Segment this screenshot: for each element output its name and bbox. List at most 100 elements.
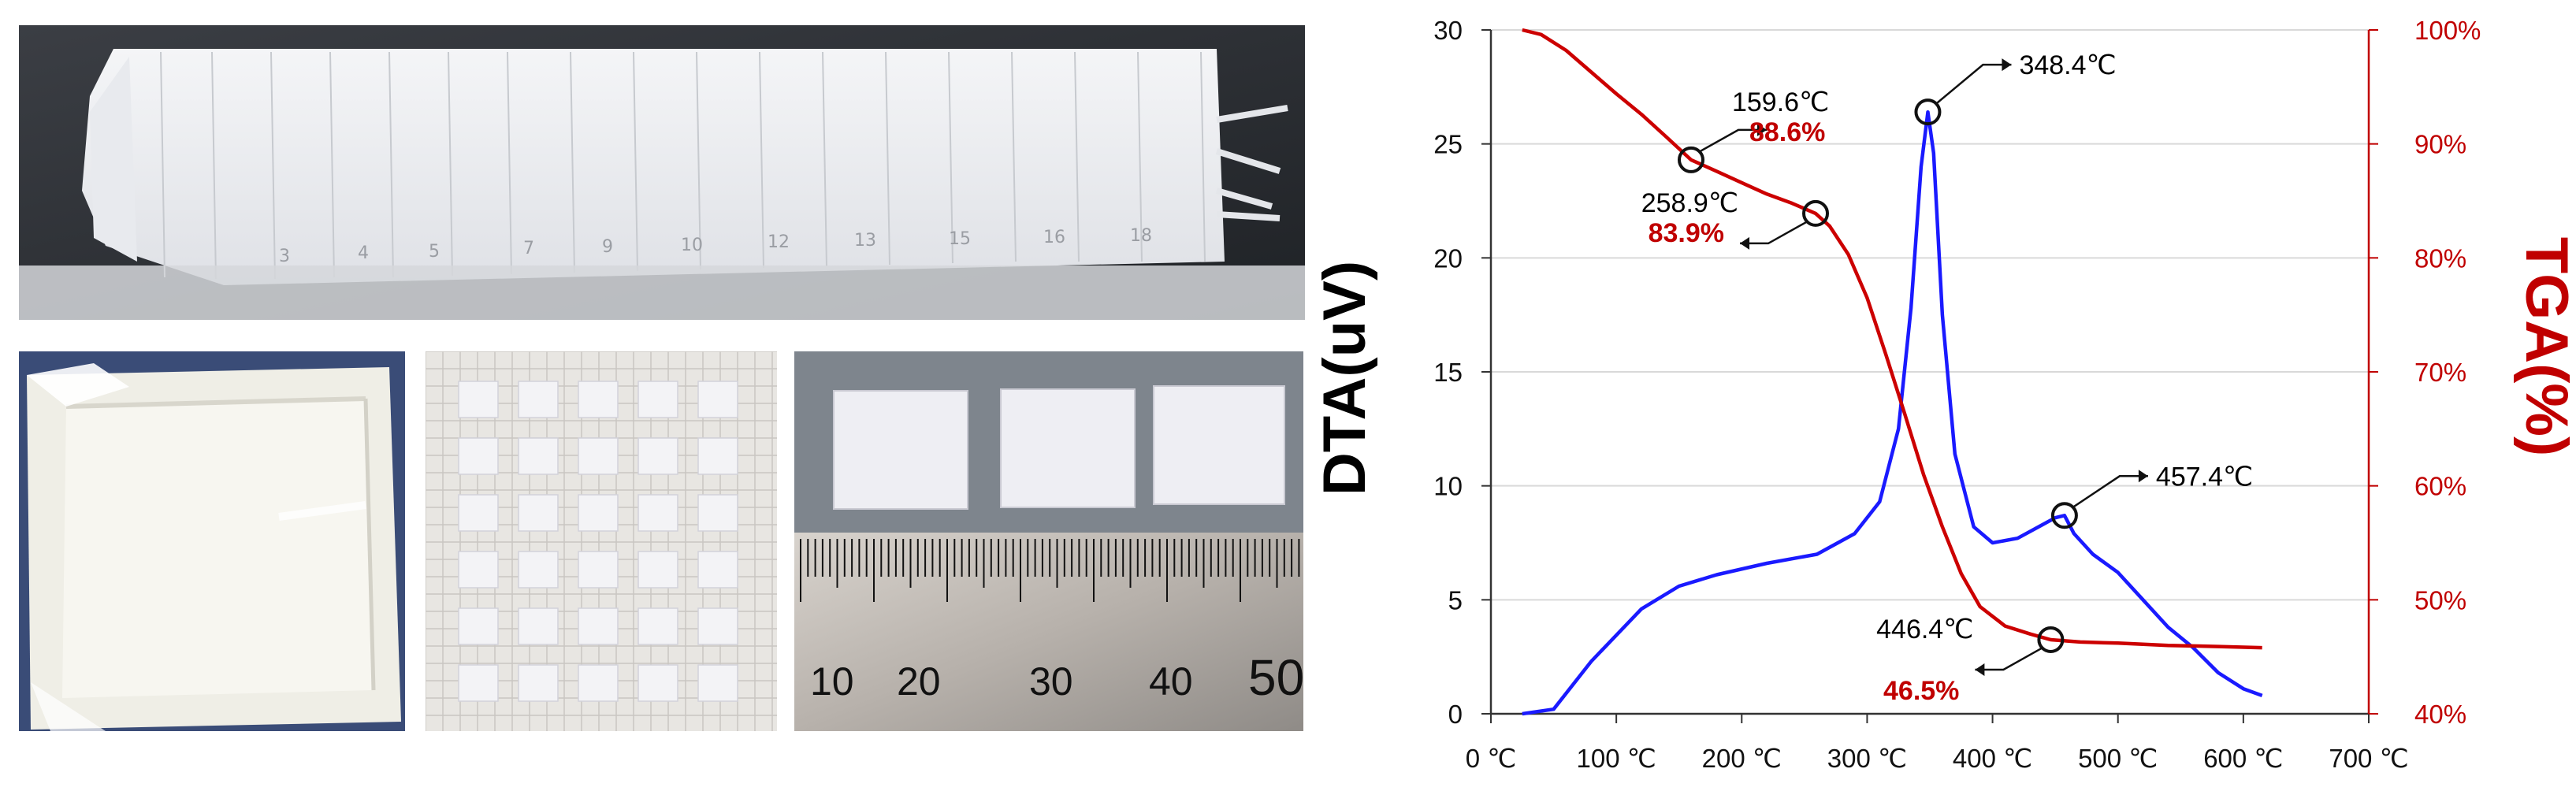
annotation-arrowhead bbox=[1756, 123, 1767, 136]
x-tick-label: 600 ℃ bbox=[2203, 744, 2283, 773]
sample-square-2 bbox=[518, 381, 559, 418]
annotation-leader bbox=[1740, 220, 1808, 245]
photo-samples-ruler: 10 20 30 40 50 bbox=[794, 351, 1303, 731]
ruler-label-10: 10 bbox=[810, 659, 854, 704]
y-tick-label: 15 bbox=[1433, 358, 1463, 387]
sample-square-14 bbox=[637, 494, 678, 532]
annotation-leader bbox=[2072, 475, 2148, 509]
y2-tick-label: 70% bbox=[2414, 358, 2466, 387]
annotation-arrowhead bbox=[1740, 236, 1750, 250]
x-tick-label: 200 ℃ bbox=[1702, 744, 1782, 773]
tga-curve bbox=[1522, 28, 2262, 650]
ceramic-green-tape-strips-photo: 3 4 5 7 9 10 12 13 15 16 18 bbox=[19, 25, 1305, 320]
cut-square-samples-on-grid-photo bbox=[426, 351, 777, 731]
sample-square-23 bbox=[578, 607, 619, 645]
sample-square-6 bbox=[458, 437, 499, 475]
y2-axis-ticks: 40% 50% 60% 70% 80% 90% 100% bbox=[2369, 16, 2481, 729]
annotation-marker bbox=[1677, 146, 1704, 173]
x-tick-label: 700 ℃ bbox=[2329, 744, 2408, 773]
sample-square-13 bbox=[578, 494, 619, 532]
annotation-weight: 88.6% bbox=[1749, 117, 1825, 147]
annotation-temp: 159.6℃ bbox=[1732, 87, 1829, 117]
sample-square-7 bbox=[518, 437, 559, 475]
ruler-label-40: 40 bbox=[1149, 659, 1193, 704]
y-axis-ticks: 0 5 10 15 20 25 30 bbox=[1433, 16, 1491, 729]
annotation-temp: 446.4℃ bbox=[1876, 615, 1973, 644]
sample-square-26 bbox=[458, 664, 499, 702]
svg-text:5: 5 bbox=[429, 242, 440, 262]
annotations: 159.6℃88.6% 258.9℃83.9% 348.4℃ 446.4℃ 46.5% 4… bbox=[1641, 50, 2253, 706]
sample-square-3 bbox=[1153, 385, 1285, 505]
ruler-label-20: 20 bbox=[897, 659, 941, 704]
sample-square-1 bbox=[458, 381, 499, 418]
y2-tick-label: 100% bbox=[2414, 16, 2481, 45]
y-tick-label: 5 bbox=[1448, 585, 1463, 615]
y-tick-label: 10 bbox=[1433, 472, 1463, 501]
square-samples-with-ruler-photo: 10 20 30 40 50 bbox=[794, 351, 1303, 731]
svg-text:18: 18 bbox=[1130, 226, 1152, 246]
y-tick-label: 30 bbox=[1433, 16, 1463, 45]
y2-tick-label: 50% bbox=[2414, 585, 2466, 615]
sample-square-5 bbox=[697, 381, 738, 418]
sample-square-21 bbox=[458, 607, 499, 645]
annotation-leader bbox=[1698, 128, 1767, 154]
y-axis-title: DTA(uV) bbox=[1311, 261, 1378, 496]
ruler-label-30: 30 bbox=[1029, 659, 1073, 704]
laminated-ceramic-sheet-photo bbox=[19, 351, 405, 731]
photo-laminated-sheet bbox=[19, 351, 405, 731]
y2-tick-label: 90% bbox=[2414, 130, 2466, 159]
sample-square-29 bbox=[637, 664, 678, 702]
sample-square-28 bbox=[578, 664, 619, 702]
sample-square-17 bbox=[518, 551, 559, 589]
annotation-weight: 83.9% bbox=[1649, 218, 1724, 248]
y-tick-label: 20 bbox=[1433, 243, 1463, 273]
sample-square-12 bbox=[518, 494, 559, 532]
sample-square-22 bbox=[518, 607, 559, 645]
sample-square-20 bbox=[697, 551, 738, 589]
svg-text:4: 4 bbox=[358, 243, 369, 263]
annotation-marker bbox=[1802, 199, 1830, 227]
y2-tick-label: 60% bbox=[2414, 472, 2466, 501]
dta-tga-chart: 0 ℃ 100 ℃ 200 ℃ 300 ℃ 400 ℃ 500 ℃ 600 ℃ 700 ℃ 0… bbox=[1311, 16, 2576, 773]
x-tick-label: 0 ℃ bbox=[1466, 744, 1517, 773]
photo-tape-strips: 3 4 5 7 9 10 12 13 15 16 18 bbox=[19, 25, 1305, 320]
sample-square-15 bbox=[697, 494, 738, 532]
svg-text:3: 3 bbox=[279, 247, 290, 266]
sample-square-2 bbox=[1000, 388, 1136, 508]
sample-square-30 bbox=[697, 664, 738, 702]
annotation-temp: 348.4℃ bbox=[2019, 50, 2116, 80]
annotation-arrowhead bbox=[2002, 58, 2012, 72]
annotation-marker bbox=[2050, 502, 2078, 529]
sample-square-18 bbox=[578, 551, 619, 589]
sample-square-11 bbox=[458, 494, 499, 532]
svg-text:16: 16 bbox=[1043, 228, 1065, 247]
sample-square-8 bbox=[578, 437, 619, 475]
x-tick-label: 300 ℃ bbox=[1827, 744, 1907, 773]
sample-square-27 bbox=[518, 664, 559, 702]
y2-axis-title: TGA(%) bbox=[2513, 237, 2576, 457]
x-tick-label: 100 ℃ bbox=[1576, 744, 1656, 773]
svg-text:9: 9 bbox=[602, 237, 613, 257]
x-axis-ticks: 0 ℃ 100 ℃ 200 ℃ 300 ℃ 400 ℃ 500 ℃ 600 ℃ 700 ℃ bbox=[1466, 714, 2409, 773]
y2-tick-label: 40% bbox=[2414, 700, 2466, 729]
svg-text:15: 15 bbox=[949, 229, 971, 249]
x-tick-label: 500 ℃ bbox=[2078, 744, 2158, 773]
ruler-label-50: 50 bbox=[1248, 649, 1303, 706]
annotation-marker bbox=[2037, 626, 2065, 653]
sample-square-10 bbox=[697, 437, 738, 475]
sample-square-19 bbox=[637, 551, 678, 589]
svg-text:7: 7 bbox=[523, 239, 534, 258]
sample-square-16 bbox=[458, 551, 499, 589]
annotation-marker bbox=[1914, 98, 1942, 126]
svg-text:10: 10 bbox=[681, 236, 703, 255]
sample-square-1 bbox=[833, 390, 968, 510]
svg-text:13: 13 bbox=[854, 231, 876, 251]
annotation-temp: 457.4℃ bbox=[2156, 462, 2253, 492]
series-lines bbox=[1522, 28, 2263, 716]
y-tick-label: 0 bbox=[1448, 700, 1463, 729]
annotation-leader bbox=[1975, 646, 2044, 671]
sample-square-24 bbox=[637, 607, 678, 645]
annotation-weight: 46.5% bbox=[1883, 676, 1959, 706]
annotation-temp: 258.9℃ bbox=[1641, 188, 1738, 218]
photo-cut-samples-grid bbox=[426, 351, 777, 731]
